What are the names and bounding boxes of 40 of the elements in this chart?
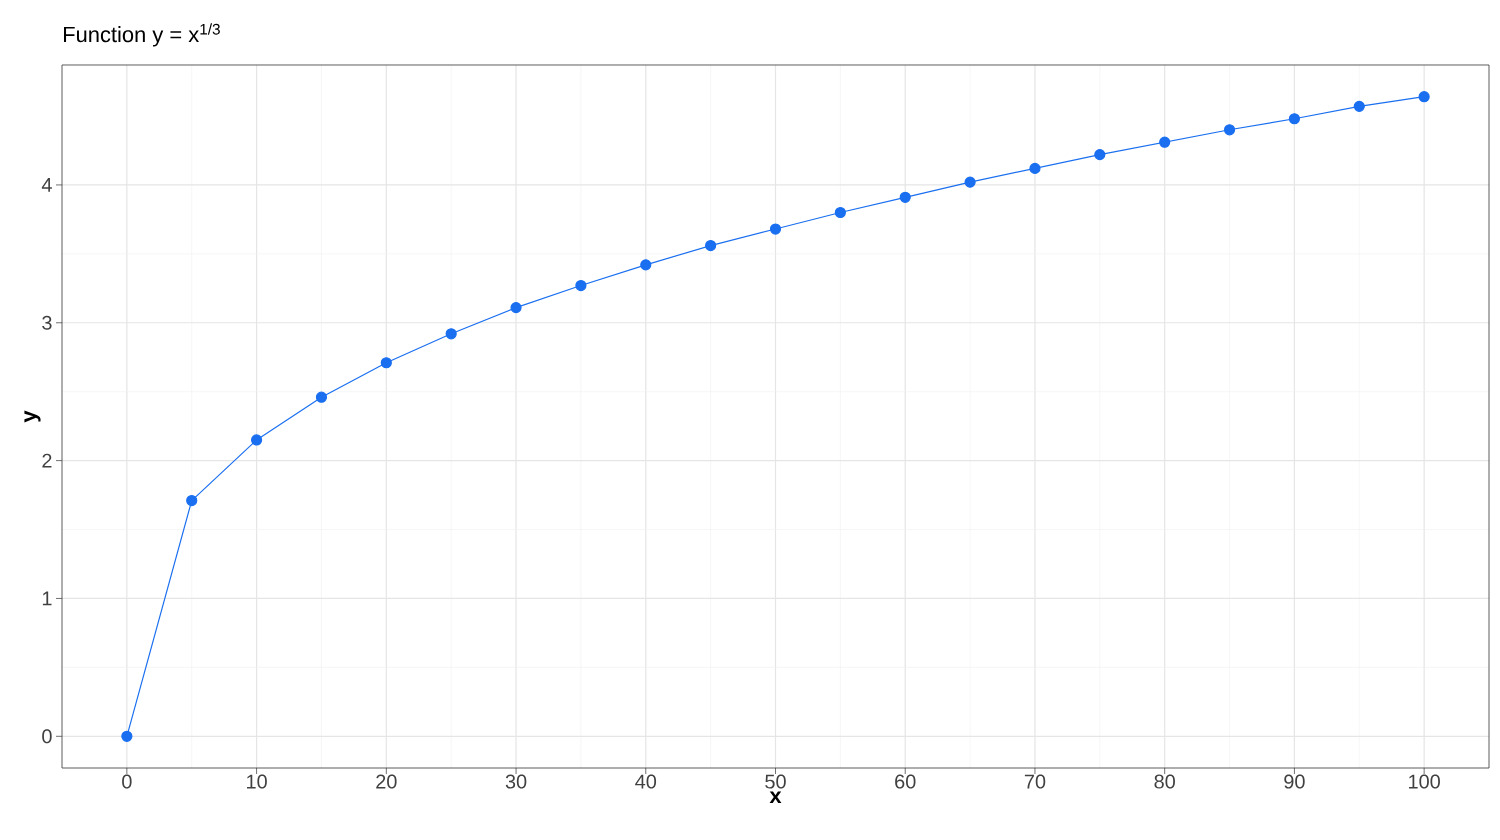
point <box>510 302 522 314</box>
point <box>380 357 392 369</box>
point <box>186 494 198 507</box>
x-tick-label: 30 <box>505 774 527 789</box>
point <box>1223 124 1236 136</box>
y-tick-label: 0 <box>42 729 52 744</box>
x-tick-label: 90 <box>1284 774 1305 789</box>
y-tick-label: 1 <box>42 591 52 606</box>
x-tick-label: 70 <box>1024 774 1046 789</box>
point <box>834 206 846 219</box>
point <box>575 279 587 292</box>
x-tick-label: 60 <box>895 774 916 789</box>
x-axis-title: x <box>769 791 782 804</box>
x-tick-label: 40 <box>635 774 657 789</box>
point <box>121 730 133 742</box>
point <box>964 176 976 188</box>
x-tick-label: 20 <box>376 774 397 789</box>
point <box>1159 136 1171 148</box>
point <box>250 434 263 446</box>
point <box>1029 162 1041 174</box>
x-tick-label: 100 <box>1409 774 1440 789</box>
point <box>1353 100 1365 112</box>
point <box>640 259 652 271</box>
point <box>1418 91 1430 103</box>
x-tick-label: 50 <box>765 774 786 789</box>
point <box>899 191 911 203</box>
point <box>769 223 782 235</box>
point <box>705 239 717 252</box>
y-tick-label: 4 <box>41 178 52 192</box>
y-axis-title: y <box>24 410 41 423</box>
y-tick-label: 2 <box>42 453 52 468</box>
x-tick-label: 0 <box>122 774 132 789</box>
y-tick-label: 3 <box>42 315 52 330</box>
point <box>1094 148 1106 161</box>
point <box>1288 113 1301 125</box>
point <box>315 391 328 403</box>
x-tick-label: 10 <box>247 774 267 789</box>
chart-title: Function y = x$^{1/3}$ <box>64 23 220 47</box>
x-tick-label: 80 <box>1154 774 1175 789</box>
point <box>445 328 457 340</box>
